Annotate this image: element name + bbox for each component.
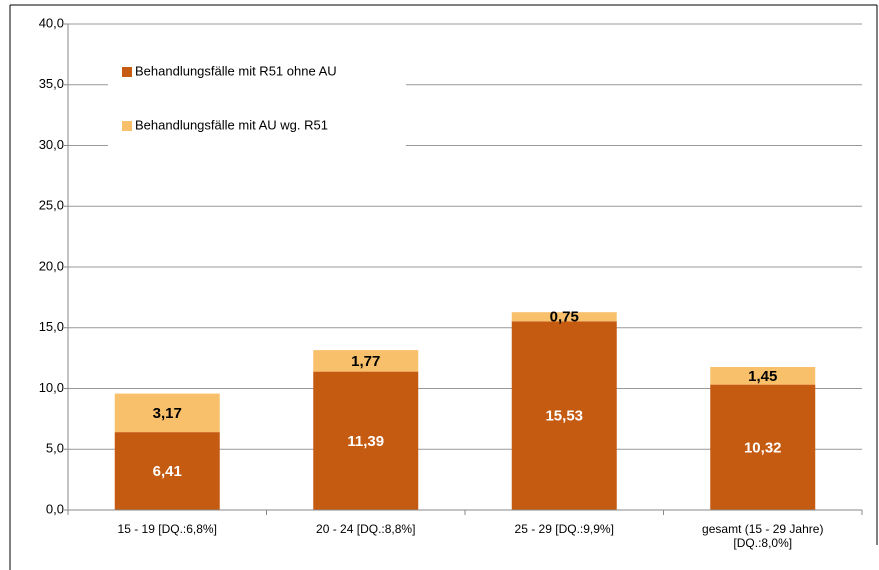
x-tick-label: gesamt (15 - 29 Jahre) [DQ.:8,0%] (702, 522, 824, 550)
bar-segment (114, 432, 220, 510)
legend-swatch (122, 121, 132, 131)
y-tick-label: 0,0 (46, 501, 64, 516)
y-tick-label: 20,0 (39, 258, 64, 273)
data-label: 1,45 (748, 368, 777, 385)
x-tick-label-box: gesamt (15 - 29 Jahre) [DQ.:8,0%] (702, 522, 824, 550)
x-tick-label-box: 15 - 19 [DQ.:6,8%] (117, 522, 217, 536)
data-label: 0,75 (550, 309, 579, 326)
data-label: 11,39 (347, 433, 384, 450)
data-label: 6,41 (153, 463, 182, 480)
bar-segment (710, 366, 816, 385)
legend-swatch (122, 67, 132, 77)
data-label: 1,77 (351, 353, 380, 370)
legend-label: Behandlungsfälle mit AU wg. R51 (135, 117, 328, 132)
x-tick-label-box: 20 - 24 [DQ.:8,8%] (316, 522, 416, 536)
y-tick-label: 25,0 (39, 198, 64, 213)
x-tick-label: 20 - 24 [DQ.:8,8%] (316, 522, 416, 536)
y-tick-label: 10,0 (39, 380, 64, 395)
bar-segment (511, 312, 617, 322)
bar-segment (114, 393, 220, 433)
legend-label: Behandlungsfälle mit R51 ohne AU (135, 63, 337, 78)
y-tick-label: 40,0 (39, 15, 64, 30)
y-tick-label: 30,0 (39, 137, 64, 152)
x-tick-label: 25 - 29 [DQ.:9,9%] (514, 522, 614, 536)
y-tick-label: 5,0 (46, 441, 64, 456)
bar-segment (313, 371, 419, 510)
bar-segment (511, 321, 617, 510)
data-label: 15,53 (545, 408, 583, 425)
bar-segment (313, 350, 419, 372)
data-label: 3,17 (153, 405, 182, 422)
x-tick-label-box: 25 - 29 [DQ.:9,9%] (514, 522, 614, 536)
y-tick-label: 35,0 (39, 76, 64, 91)
bar-segment (710, 384, 816, 510)
data-label: 10,32 (744, 439, 782, 456)
legend-box (108, 48, 406, 152)
y-tick-label: 15,0 (39, 319, 64, 334)
x-tick-label: 15 - 19 [DQ.:6,8%] (117, 522, 217, 536)
